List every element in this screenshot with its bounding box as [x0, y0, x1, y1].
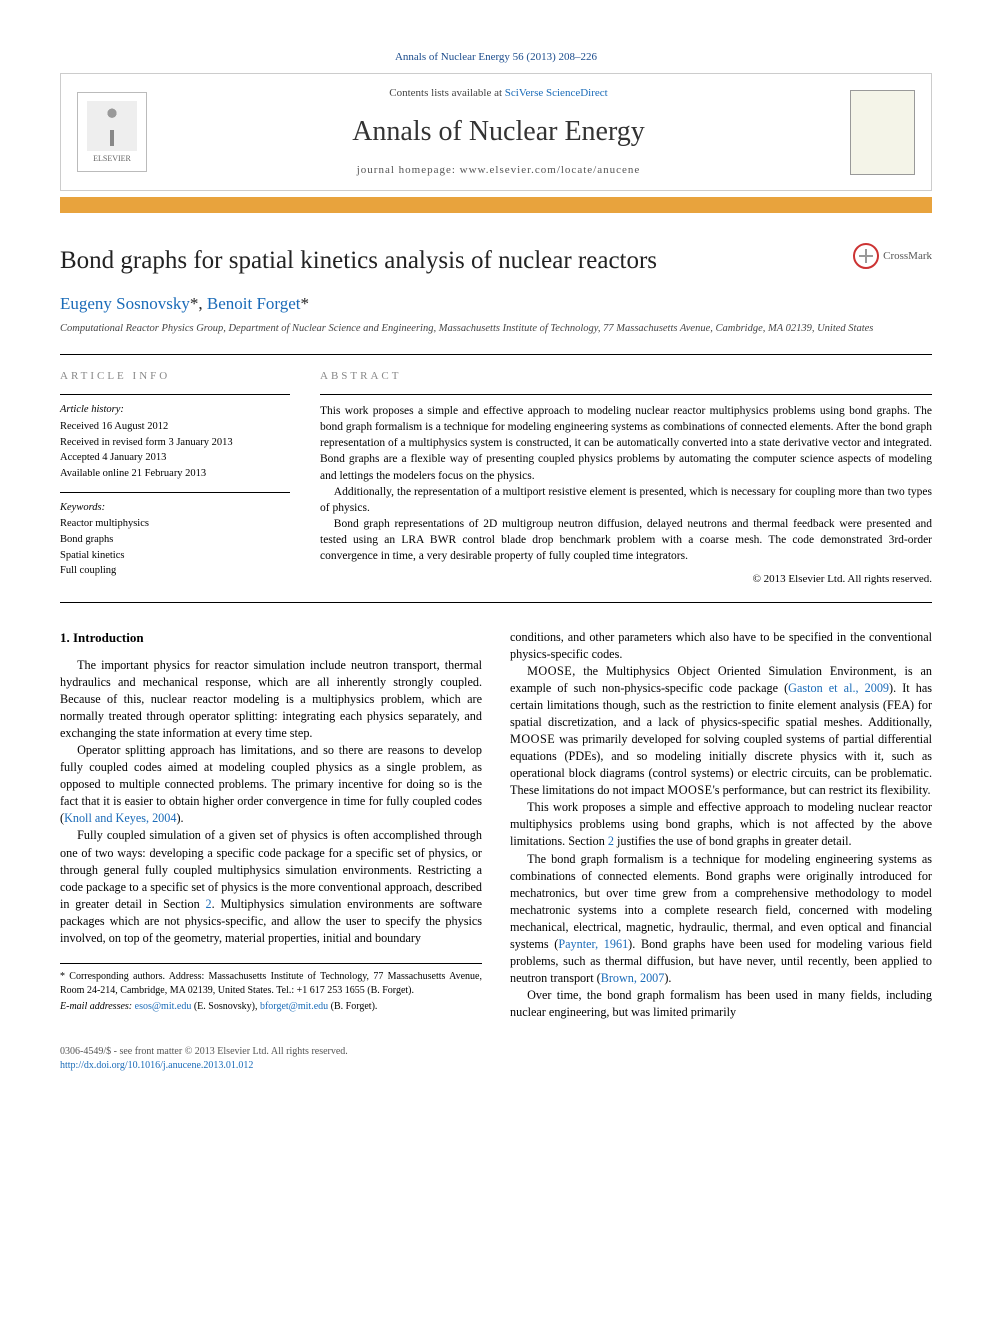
footnotes-block: * Corresponding authors. Address: Massac…: [60, 963, 482, 1014]
journal-name: Annals of Nuclear Energy: [167, 112, 830, 151]
crossmark-label: CrossMark: [883, 249, 932, 264]
citation-link[interactable]: Brown, 2007: [601, 971, 665, 985]
body-p1: The important physics for reactor simula…: [60, 657, 482, 742]
article-history-label: Article history:: [60, 403, 290, 418]
email1-who: (E. Sosnovsky),: [191, 1001, 260, 1012]
footer-line1: 0306-4549/$ - see front matter © 2013 El…: [60, 1045, 932, 1059]
keyword: Reactor multiphysics: [60, 517, 290, 532]
section-heading: 1. Introduction: [60, 629, 482, 647]
email-addresses: E-mail addresses: esos@mit.edu (E. Sosno…: [60, 1000, 482, 1014]
journal-cover-thumbnail: [850, 90, 915, 175]
email-link-1[interactable]: esos@mit.edu: [135, 1001, 192, 1012]
citation-link[interactable]: Paynter, 1961: [558, 937, 628, 951]
history-revised: Received in revised form 3 January 2013: [60, 436, 290, 451]
author-sep: ,: [198, 294, 207, 313]
history-received: Received 16 August 2012: [60, 420, 290, 435]
body-text: 1. Introduction The important physics fo…: [60, 629, 932, 1022]
body-p5: MOOSE, the Multiphysics Object Oriented …: [510, 663, 932, 800]
keywords-label: Keywords:: [60, 501, 290, 516]
abstract-p2: Additionally, the representation of a mu…: [320, 484, 932, 516]
sciencedirect-link[interactable]: SciVerse ScienceDirect: [505, 87, 608, 99]
elsevier-logo: ELSEVIER: [77, 92, 147, 172]
article-title: Bond graphs for spatial kinetics analysi…: [60, 243, 853, 278]
body-p4-cont: conditions, and other parameters which a…: [510, 629, 932, 663]
orange-divider-bar: [60, 197, 932, 213]
author-link-2[interactable]: Benoit Forget: [207, 294, 301, 313]
body-p2: Operator splitting approach has limitati…: [60, 742, 482, 827]
body-p8: Over time, the bond graph formalism has …: [510, 987, 932, 1021]
moose-sc: MOOSE: [510, 732, 555, 746]
page-footer: 0306-4549/$ - see front matter © 2013 El…: [60, 1045, 932, 1073]
body-p5g: 's performance, but can restrict its fle…: [713, 783, 931, 797]
doi-link[interactable]: http://dx.doi.org/10.1016/j.anucene.2013…: [60, 1060, 253, 1071]
author-link-1[interactable]: Eugeny Sosnovsky: [60, 294, 190, 313]
homepage-prefix: journal homepage:: [357, 164, 460, 176]
body-p7c: ).: [664, 971, 671, 985]
body-p6: This work proposes a simple and effectiv…: [510, 799, 932, 850]
citation-link[interactable]: Knoll and Keyes, 2004: [64, 811, 176, 825]
keyword: Bond graphs: [60, 533, 290, 548]
elsevier-tree-icon: [87, 101, 137, 151]
keyword: Spatial kinetics: [60, 549, 290, 564]
body-p2b: ).: [176, 811, 183, 825]
contents-prefix: Contents lists available at: [389, 87, 504, 99]
keyword: Full coupling: [60, 564, 290, 579]
article-info-heading: article info: [60, 369, 290, 384]
journal-reference: Annals of Nuclear Energy 56 (2013) 208–2…: [60, 50, 932, 65]
email-link-2[interactable]: bforget@mit.edu: [260, 1001, 328, 1012]
email-label: E-mail addresses:: [60, 1001, 135, 1012]
crossmark-badge[interactable]: CrossMark: [853, 243, 932, 269]
contents-available-line: Contents lists available at SciVerse Sci…: [167, 86, 830, 101]
abstract-heading: abstract: [320, 369, 932, 384]
abstract-p1: This work proposes a simple and effectiv…: [320, 403, 932, 483]
homepage-url[interactable]: www.elsevier.com/locate/anucene: [460, 164, 641, 176]
journal-homepage-line: journal homepage: www.elsevier.com/locat…: [167, 163, 830, 178]
affiliation: Computational Reactor Physics Group, Dep…: [60, 322, 932, 336]
crossmark-icon: [853, 243, 879, 269]
body-p7: The bond graph formalism is a technique …: [510, 851, 932, 988]
corresponding-author-note: * Corresponding authors. Address: Massac…: [60, 970, 482, 998]
history-accepted: Accepted 4 January 2013: [60, 451, 290, 466]
abstract-p3: Bond graph representations of 2D multigr…: [320, 516, 932, 564]
publisher-name: ELSEVIER: [93, 153, 131, 164]
moose-sc: MOOSE: [527, 664, 572, 678]
body-p3: Fully coupled simulation of a given set …: [60, 827, 482, 947]
author-star: *: [301, 294, 310, 313]
history-online: Available online 21 February 2013: [60, 467, 290, 482]
authors-line: Eugeny Sosnovsky*, Benoit Forget*: [60, 292, 932, 316]
citation-link[interactable]: Gaston et al., 2009: [788, 681, 889, 695]
abstract-block: abstract This work proposes a simple and…: [320, 369, 932, 588]
abstract-copyright: © 2013 Elsevier Ltd. All rights reserved…: [320, 572, 932, 587]
moose-sc: MOOSE: [667, 783, 712, 797]
body-p6b: justifies the use of bond graphs in grea…: [614, 834, 852, 848]
journal-header: ELSEVIER Contents lists available at Sci…: [60, 73, 932, 191]
email2-who: (B. Forget).: [328, 1001, 377, 1012]
article-info-block: article info Article history: Received 1…: [60, 369, 290, 588]
